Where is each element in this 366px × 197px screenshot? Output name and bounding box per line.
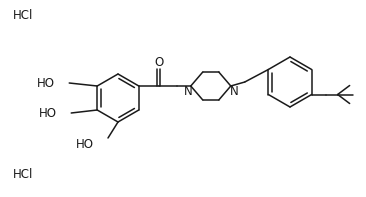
Text: N: N [229,85,238,98]
Text: HCl: HCl [13,168,33,181]
Text: O: O [154,56,163,69]
Text: HO: HO [39,107,57,120]
Text: HCl: HCl [13,8,33,21]
Text: HO: HO [37,76,55,89]
Text: N: N [183,85,192,98]
Text: HO: HO [76,138,94,151]
